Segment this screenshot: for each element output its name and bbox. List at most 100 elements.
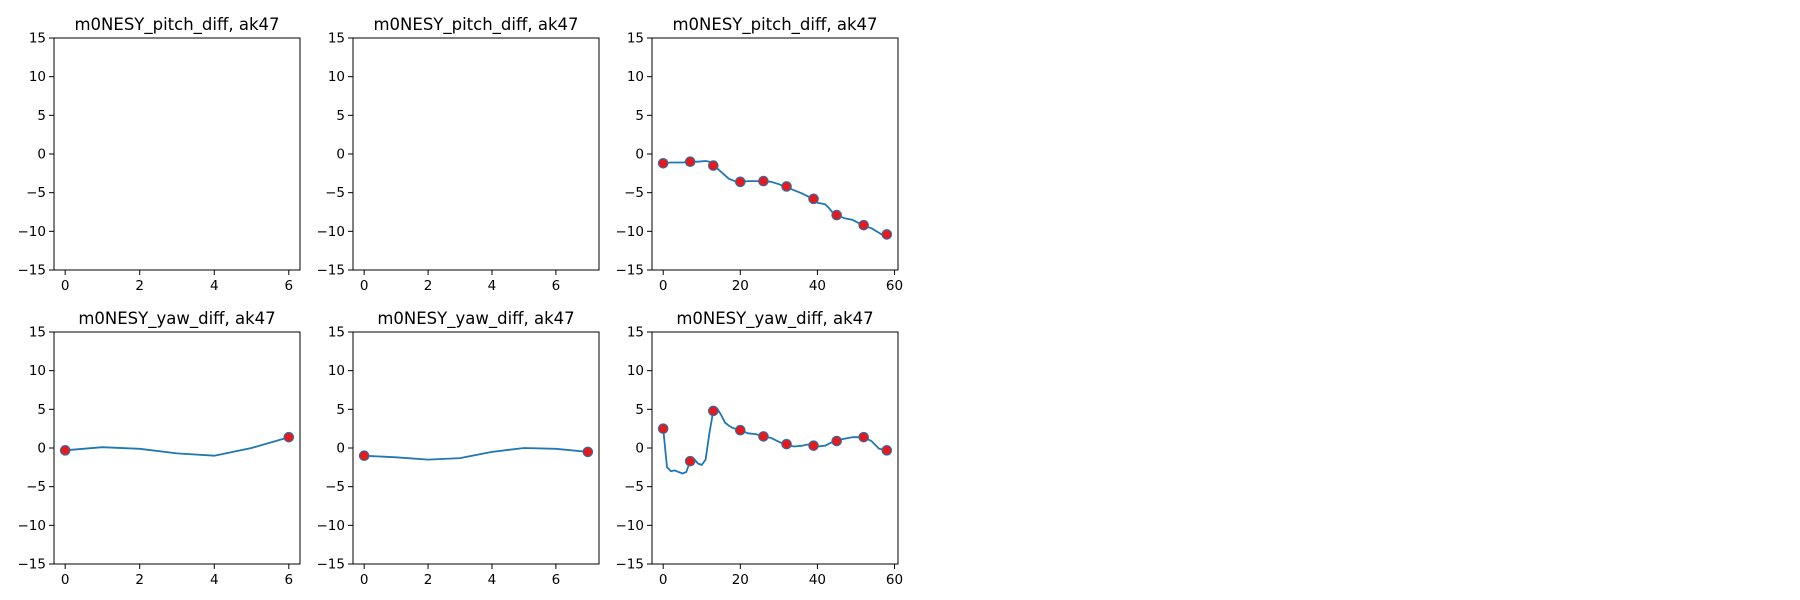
x-tick-label: 6: [285, 278, 294, 294]
y-tick-label: −10: [317, 518, 346, 534]
x-tick-label: 40: [809, 278, 826, 294]
data-point: [758, 431, 769, 442]
y-tick-label: 5: [336, 402, 345, 418]
chart-panel-4: m0NESY_yaw_diff, ak47 15 10 5 0 −5 −10 −15 0 2 4 6: [18, 309, 301, 588]
data-point: [781, 438, 792, 450]
x-tick-label: 0: [659, 278, 668, 294]
y-tick-label: 5: [336, 108, 345, 124]
x-tick-label: 40: [809, 572, 826, 588]
x-tick-label: 60: [886, 572, 903, 588]
y-tick-label: 15: [29, 325, 46, 341]
data-point: [734, 176, 746, 188]
chart-panel-6: m0NESY_yaw_diff, ak47 15 10 5 0 −5 −10 −15 0 20 40…: [616, 309, 904, 588]
plot-frame: [352, 37, 600, 271]
data-point: [858, 431, 869, 443]
y-tick-label: 0: [635, 147, 644, 163]
x-tick-label: 0: [360, 278, 369, 294]
y-tick-label: 10: [328, 69, 345, 85]
y-tick-label: 0: [336, 147, 345, 163]
x-tick-label: 0: [360, 572, 369, 588]
y-tick-label: −5: [26, 479, 46, 495]
y-tick-label: 0: [37, 147, 46, 163]
plot-frame: [53, 37, 301, 271]
y-tick-label: −5: [624, 185, 644, 201]
series-line: [65, 436, 290, 457]
x-tick-label: 20: [732, 572, 749, 588]
y-tick-label: 10: [29, 363, 46, 379]
x-tick-label: 4: [210, 278, 219, 294]
chart-title: m0NESY_yaw_diff, ak47: [377, 309, 574, 329]
data-point: [808, 193, 819, 205]
y-tick-label: 15: [29, 31, 46, 47]
x-tick-label: 2: [135, 278, 144, 294]
data-point: [684, 455, 696, 467]
y-tick-label: −5: [325, 479, 345, 495]
x-tick-label: 0: [61, 278, 70, 294]
y-tick-label: −10: [317, 224, 346, 240]
data-point: [881, 445, 893, 456]
chart-panel-5: m0NESY_yaw_diff, ak47 15 10 5 0 −5 −10 −15 0 2 4 6: [317, 309, 600, 588]
y-tick-label: −5: [26, 185, 46, 201]
series-line: [663, 160, 887, 237]
x-tick-label: 4: [488, 572, 497, 588]
y-tick-label: −5: [624, 479, 644, 495]
x-tick-label: 60: [886, 278, 903, 294]
data-point: [831, 435, 842, 447]
data-point: [708, 160, 719, 171]
data-point: [831, 209, 842, 221]
y-tick-label: 5: [37, 108, 46, 124]
y-tick-label: −15: [18, 557, 47, 573]
y-tick-label: 0: [635, 441, 644, 457]
chart-title: m0NESY_yaw_diff, ak47: [676, 309, 873, 329]
y-tick-label: 5: [37, 402, 46, 418]
x-tick-label: 20: [732, 278, 749, 294]
y-tick-label: −10: [616, 224, 645, 240]
y-tick-label: 10: [627, 363, 644, 379]
y-tick-label: 10: [29, 69, 46, 85]
y-tick-label: −5: [325, 185, 345, 201]
x-tick-label: 0: [659, 572, 668, 588]
x-tick-label: 2: [424, 572, 433, 588]
y-tick-label: 15: [627, 31, 644, 47]
series-line: [364, 447, 588, 461]
x-tick-label: 6: [285, 572, 294, 588]
data-point: [858, 219, 869, 231]
plot-frame: [651, 37, 899, 271]
chart-title: m0NESY_pitch_diff, ak47: [672, 15, 877, 35]
data-point: [657, 423, 669, 434]
x-tick-label: 6: [552, 572, 561, 588]
data-point: [808, 440, 819, 451]
chart-title: m0NESY_pitch_diff, ak47: [74, 15, 279, 35]
y-tick-label: −15: [616, 557, 645, 573]
y-tick-label: 10: [627, 69, 644, 85]
y-tick-label: −15: [616, 263, 645, 279]
y-tick-label: −10: [18, 518, 47, 534]
data-point: [283, 431, 295, 443]
data-point: [734, 424, 746, 436]
y-tick-label: 0: [37, 441, 46, 457]
y-tick-label: 5: [635, 402, 644, 418]
chart-panel-2: m0NESY_pitch_diff, ak47 15 10 5 0 −5 −10 −15 0 2 4…: [317, 15, 600, 294]
y-tick-label: 15: [328, 325, 345, 341]
plot-frame: [352, 331, 600, 565]
data-point: [59, 445, 71, 456]
data-point: [758, 175, 769, 187]
x-tick-label: 4: [210, 572, 219, 588]
y-tick-label: −10: [616, 518, 645, 534]
y-tick-label: 15: [627, 325, 644, 341]
series-line: [662, 407, 887, 475]
x-tick-label: 0: [61, 572, 70, 588]
y-tick-label: 0: [336, 441, 345, 457]
data-point: [358, 450, 370, 462]
y-tick-label: 5: [635, 108, 644, 124]
y-tick-label: −15: [18, 263, 47, 279]
x-tick-label: 2: [135, 572, 144, 588]
chart-panel-1: m0NESY_pitch_diff, ak47 15 10 5 0 −5 −10 −15 0 2 4…: [18, 15, 301, 294]
y-tick-label: −15: [317, 557, 346, 573]
chart-panel-3: m0NESY_pitch_diff, ak47 15 10 5 0 −5 −10 −15 0 20…: [616, 15, 904, 294]
chart-title: m0NESY_pitch_diff, ak47: [373, 15, 578, 35]
data-point: [582, 446, 594, 458]
x-tick-label: 4: [488, 278, 497, 294]
x-tick-label: 2: [424, 278, 433, 294]
